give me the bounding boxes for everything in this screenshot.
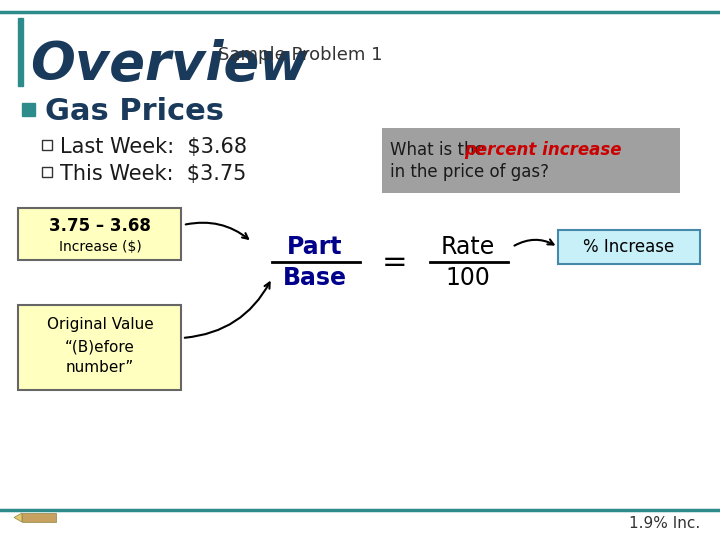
Text: Part: Part — [287, 235, 343, 259]
Text: Sample Problem 1: Sample Problem 1 — [218, 46, 382, 64]
Text: in the price of gas?: in the price of gas? — [390, 163, 549, 181]
Text: Last Week:  $3.68: Last Week: $3.68 — [60, 137, 247, 157]
Text: Increase ($): Increase ($) — [58, 240, 141, 254]
Text: Overview: Overview — [30, 39, 308, 91]
Text: Original Value: Original Value — [47, 318, 153, 333]
Text: Rate: Rate — [441, 235, 495, 259]
Text: Gas Prices: Gas Prices — [45, 98, 224, 126]
Bar — [42, 167, 52, 177]
Text: number”: number” — [66, 361, 134, 375]
Text: This Week:  $3.75: This Week: $3.75 — [60, 164, 246, 184]
Text: =: = — [382, 247, 408, 276]
Polygon shape — [14, 513, 22, 522]
Text: “(B)efore: “(B)efore — [65, 340, 135, 354]
Bar — [42, 140, 52, 150]
Text: 100: 100 — [446, 266, 490, 290]
Text: What is the: What is the — [390, 141, 490, 159]
Bar — [18, 208, 181, 260]
Bar — [22, 103, 35, 116]
Bar — [382, 128, 680, 193]
Text: 3.75 – 3.68: 3.75 – 3.68 — [49, 217, 151, 235]
FancyBboxPatch shape — [22, 513, 56, 522]
Text: Base: Base — [283, 266, 347, 290]
Text: 1.9% Inc.: 1.9% Inc. — [629, 516, 700, 531]
Text: percent increase: percent increase — [464, 141, 621, 159]
Bar — [18, 305, 181, 390]
Text: % Increase: % Increase — [583, 238, 675, 256]
Bar — [558, 230, 700, 264]
Bar — [18, 18, 23, 86]
